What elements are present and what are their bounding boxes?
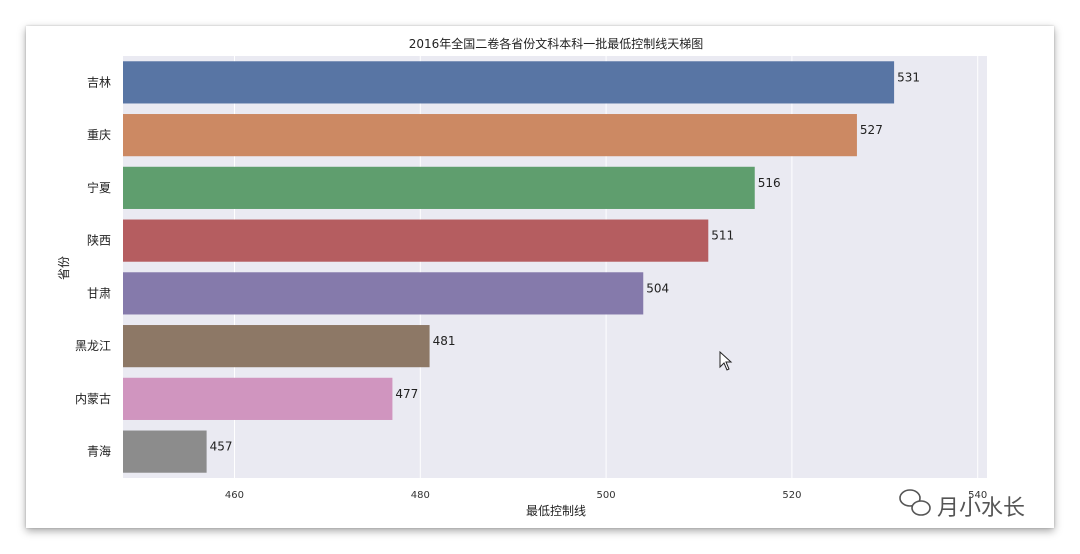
data-labels: 531 527 516 511 504 481 477 457 xyxy=(210,70,920,453)
data-label: 531 xyxy=(897,70,920,84)
y-tick-label: 黑龙江 xyxy=(75,339,111,353)
bar xyxy=(123,272,644,315)
x-tick-label: 540 xyxy=(968,490,987,501)
data-label: 516 xyxy=(758,176,781,190)
x-tick-label: 500 xyxy=(597,490,616,501)
x-tick-label: 460 xyxy=(225,490,244,501)
wechat-icon xyxy=(899,489,931,516)
chart-title: 2016年全国二卷各省份文科本科一批最低控制线天梯图 xyxy=(409,36,704,51)
data-label: 504 xyxy=(646,281,669,295)
y-tick-label: 宁夏 xyxy=(87,180,111,195)
y-axis-label: 省份 xyxy=(57,256,71,280)
watermark: 月小水长 xyxy=(899,489,1025,521)
x-axis-label: 最低控制线 xyxy=(526,504,586,518)
y-tick-label: 陕西 xyxy=(87,233,111,248)
data-label: 511 xyxy=(711,229,734,243)
y-tick-label: 重庆 xyxy=(87,128,111,142)
bar xyxy=(123,219,709,262)
watermark-text: 月小水长 xyxy=(937,496,1025,521)
mouse-cursor xyxy=(719,350,733,371)
bar xyxy=(123,114,857,157)
bar xyxy=(123,61,895,104)
bar xyxy=(123,377,393,420)
data-label: 477 xyxy=(395,387,418,401)
bar xyxy=(123,166,755,209)
data-label: 481 xyxy=(433,334,456,348)
x-tick-label: 480 xyxy=(411,490,430,501)
data-label: 527 xyxy=(860,123,883,137)
x-tick-labels: 460 480 500 520 540 xyxy=(225,490,987,501)
bar xyxy=(123,430,207,473)
y-tick-label: 内蒙古 xyxy=(75,391,111,406)
y-tick-label: 吉林 xyxy=(87,75,111,89)
bar xyxy=(123,325,430,368)
y-tick-label: 青海 xyxy=(87,444,111,459)
x-tick-label: 520 xyxy=(782,490,801,501)
bars xyxy=(123,61,895,473)
data-label: 457 xyxy=(210,440,233,454)
y-tick-label: 甘肃 xyxy=(87,286,111,300)
